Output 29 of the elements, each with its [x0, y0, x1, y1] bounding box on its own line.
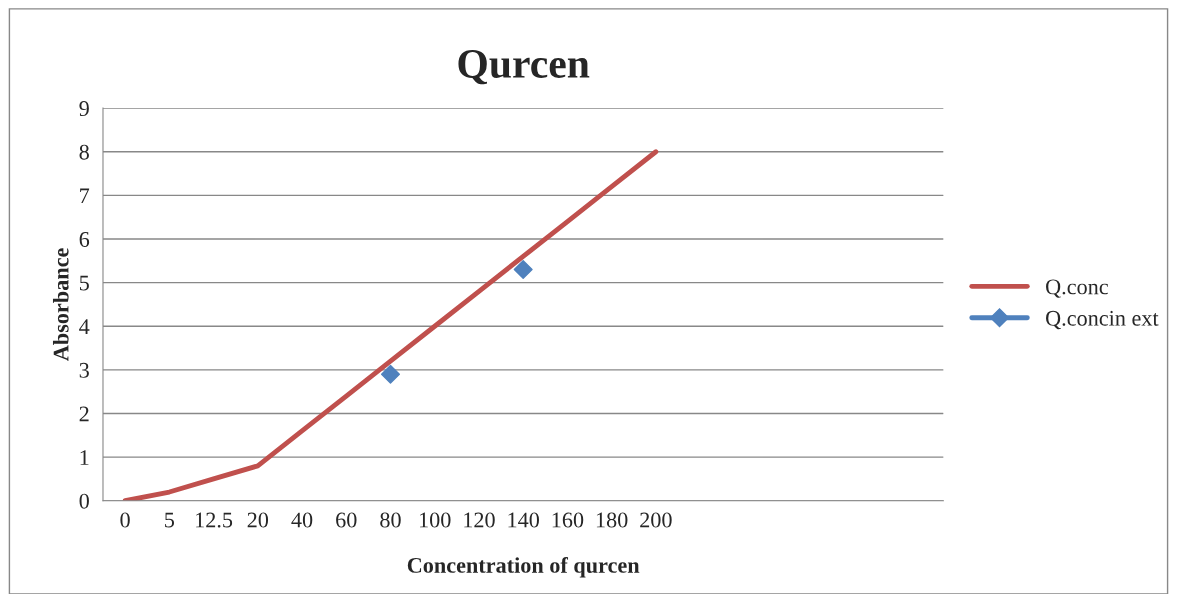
x-tick-label: 12.5	[196, 512, 233, 528]
x-axis-title: Concentration of qurcen	[407, 557, 640, 578]
x-tick-label: 160	[552, 512, 584, 528]
y-axis-title: Absorbance	[52, 248, 69, 361]
x-tick-label: 80	[380, 512, 401, 528]
y-tick-label: 2	[79, 406, 89, 422]
legend-label: Q.concin ext	[1046, 310, 1159, 330]
y-tick-label: 0	[79, 493, 89, 509]
chart-title: Qurcen	[458, 49, 590, 85]
x-tick-label: 60	[336, 512, 357, 528]
x-tick-label: 0	[120, 512, 130, 528]
y-tick-label: 6	[79, 231, 90, 247]
x-tick-label: 20	[247, 512, 269, 528]
x-tick-label: 120	[464, 512, 495, 528]
x-tick-label: 5	[165, 512, 175, 528]
y-tick-label: 8	[79, 144, 89, 160]
x-tick-label: 40	[291, 512, 313, 528]
y-tick-label: 5	[79, 275, 89, 291]
y-tick-label: 1	[80, 450, 89, 465]
x-tick-label: 140	[508, 512, 539, 528]
x-tick-label: 200	[640, 512, 672, 528]
y-tick-label: 9	[79, 101, 89, 117]
y-tick-label: 3	[79, 362, 89, 378]
y-tick-label: 4	[79, 319, 90, 334]
legend-label: Q.conc	[1046, 279, 1108, 298]
x-tick-label: 180	[596, 512, 628, 528]
line-series	[122, 149, 659, 501]
y-tick-label: 7	[80, 188, 90, 204]
x-tick-label: 100	[420, 512, 451, 528]
